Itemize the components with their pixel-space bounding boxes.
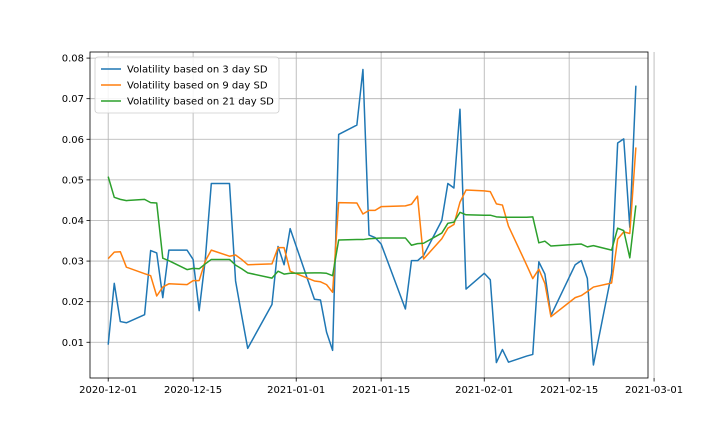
x-tick-label: 2021-03-01	[625, 385, 683, 396]
series-line	[107, 147, 637, 318]
y-tick-label: 0.08	[62, 54, 84, 65]
x-tick-label: 2021-01-15	[352, 385, 410, 396]
x-axis: 2020-12-01 2020-12-15 2021-01-01 2021-01-15…	[79, 378, 683, 396]
plot-frame	[89, 51, 649, 379]
x-tick-label: 2020-12-01	[79, 385, 137, 396]
legend-label: Volatility based on 9 day SD	[127, 81, 268, 92]
y-tick-label: 0.03	[62, 257, 84, 268]
y-tick-label: 0.02	[62, 297, 84, 308]
legend-label: Volatility based on 3 day SD	[127, 65, 268, 76]
y-tick-label: 0.07	[62, 94, 84, 105]
y-tick-label: 0.06	[62, 135, 84, 146]
y-axis: 0.01 0.02 0.03 0.04 0.05 0.06 0.07 0.08	[62, 54, 90, 349]
x-tick-label: 2021-02-01	[455, 385, 513, 396]
y-tick-label: 0.01	[62, 338, 84, 349]
legend-label: Volatility based on 21 day SD	[127, 97, 274, 108]
x-tick-label: 2020-12-15	[164, 385, 222, 396]
legend: Volatility based on 3 day SD Volatility b…	[94, 56, 280, 114]
x-tick-label: 2021-01-01	[267, 385, 325, 396]
series-line	[107, 176, 637, 279]
y-tick-label: 0.04	[62, 216, 84, 227]
series-lines	[107, 68, 637, 366]
legend-box	[94, 56, 280, 114]
series-line	[107, 68, 637, 366]
x-tick-label: 2021-02-15	[540, 385, 598, 396]
y-tick-label: 0.05	[62, 175, 84, 186]
